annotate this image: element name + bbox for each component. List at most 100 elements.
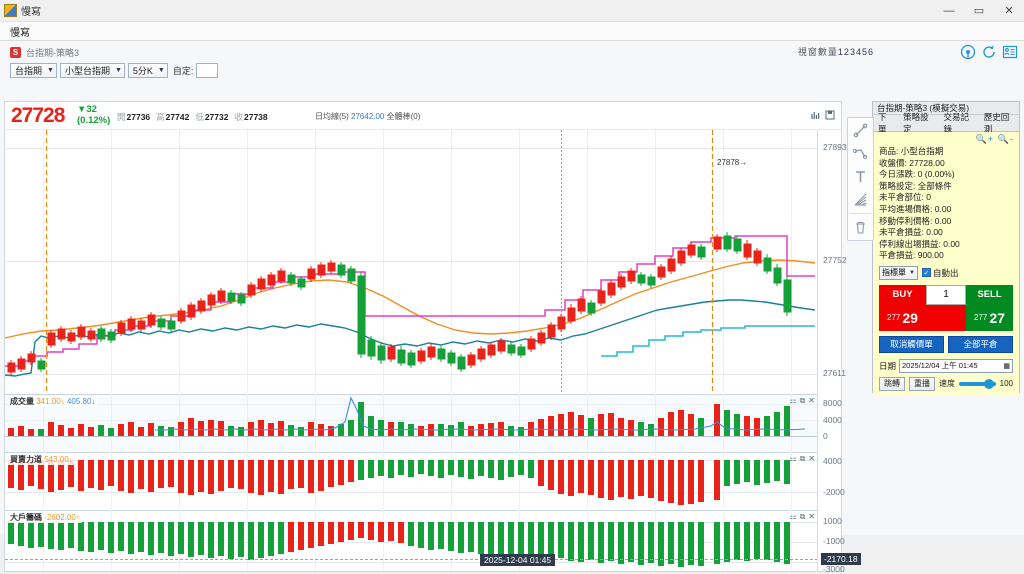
buy-column: BUY 277 29 bbox=[879, 285, 926, 331]
application-area: S 台指期-策略3 台指期 ▼ 小型台指期 ▼ 5分K ▼ 自定: 視窗數量12… bbox=[0, 41, 1024, 535]
broadcast-icon[interactable] bbox=[960, 44, 976, 60]
close-value: 27738 bbox=[244, 112, 268, 122]
text-icon[interactable] bbox=[850, 167, 871, 186]
settings-icon[interactable]: ⚏ bbox=[789, 512, 796, 522]
volume-value-2: 405.80↓ bbox=[67, 397, 95, 406]
bid-price[interactable]: 277 29 bbox=[879, 305, 926, 331]
low-value: 27732 bbox=[205, 112, 229, 122]
custom-input[interactable] bbox=[196, 63, 218, 78]
close-icon[interactable]: ✕ bbox=[808, 396, 815, 406]
open-label: 開 bbox=[117, 112, 126, 122]
high-value: 27742 bbox=[166, 112, 190, 122]
drawing-toolbar bbox=[847, 117, 874, 241]
sell-button[interactable]: SELL bbox=[966, 285, 1013, 305]
chevron-down-icon: ▼ bbox=[115, 67, 122, 74]
chips-panel bbox=[5, 510, 817, 571]
trendline-icon[interactable] bbox=[850, 121, 871, 140]
os-subtitle: 慢寫 bbox=[10, 24, 30, 39]
product-select[interactable]: 小型台指期 ▼ bbox=[60, 63, 125, 78]
price-marker-annotation: 27878→ bbox=[717, 158, 747, 167]
sell-column: SELL 277 27 bbox=[966, 285, 1013, 331]
order-type-value: 指標單 bbox=[882, 267, 906, 278]
maximize-button[interactable]: ▭ bbox=[964, 0, 994, 22]
last-price: 27728 bbox=[11, 104, 64, 128]
custom-label: 自定: bbox=[173, 64, 194, 77]
window-count-option-6[interactable]: 6 bbox=[868, 47, 874, 57]
product-group-value: 台指期 bbox=[15, 64, 42, 77]
replay-button[interactable]: 重播 bbox=[909, 377, 935, 391]
info-avg-entry-price: 平均進場價格: 0.00 bbox=[879, 204, 1013, 216]
minimize-button[interactable]: — bbox=[934, 0, 964, 22]
bid-price-main: 29 bbox=[902, 310, 918, 326]
high-label: 高 bbox=[156, 112, 165, 122]
order-type-select[interactable]: 指標單 ▼ bbox=[879, 266, 918, 280]
checkbox-icon: ✓ bbox=[922, 268, 931, 277]
settings-icon[interactable]: ⚏ bbox=[789, 454, 796, 464]
settings-icon[interactable]: ⚏ bbox=[789, 396, 796, 406]
quantity-input[interactable]: 1 bbox=[926, 285, 966, 305]
zoom-in-icon[interactable]: 🔍+ bbox=[976, 134, 994, 144]
ma-indicator-legend: 日均線(5) 27642.00 全體棒(0) bbox=[315, 111, 420, 122]
window-count-label: 視窗數量 bbox=[798, 47, 838, 57]
close-icon[interactable]: ✕ bbox=[808, 512, 815, 522]
copy-icon[interactable]: ⧉ bbox=[800, 396, 806, 406]
power-panel-icons: ⚏ ⧉ ✕ bbox=[789, 454, 815, 464]
price-axis-tick-mid: 27752 bbox=[823, 255, 847, 265]
chips-tick-1000: 1000 bbox=[823, 516, 842, 526]
buy-button[interactable]: BUY bbox=[879, 285, 926, 305]
product-group-select[interactable]: 台指期 ▼ bbox=[10, 63, 57, 78]
fan-icon[interactable] bbox=[850, 190, 871, 209]
close-icon[interactable]: ✕ bbox=[808, 454, 815, 464]
info-closed-pnl: 平倉損益: 900.00 bbox=[879, 250, 1013, 262]
bid-price-prefix: 277 bbox=[887, 313, 900, 322]
info-open-position: 未平倉部位: 0 bbox=[879, 192, 1013, 204]
speed-label: 速度 bbox=[939, 378, 955, 389]
cancel-trigger-orders-button[interactable]: 取消觸價單 bbox=[879, 336, 944, 353]
os-subbar: 慢寫 bbox=[0, 22, 1024, 41]
top-icon-group bbox=[960, 44, 1018, 60]
trash-icon[interactable] bbox=[850, 218, 871, 237]
slider-knob[interactable] bbox=[984, 379, 994, 389]
close-button[interactable]: ✕ bbox=[994, 0, 1024, 22]
save-icon[interactable] bbox=[825, 110, 835, 120]
power-tick-4000: 4000 bbox=[823, 456, 842, 466]
date-label: 日期 bbox=[879, 360, 896, 372]
order-type-row: 指標單 ▼ ✓ 自動出 bbox=[879, 266, 1013, 280]
copy-icon[interactable]: ⧉ bbox=[800, 454, 806, 464]
polyline-icon[interactable] bbox=[850, 144, 871, 163]
ma-label: 日均線(5) bbox=[315, 112, 349, 121]
product-value: 小型台指期 bbox=[65, 64, 110, 77]
ask-price[interactable]: 277 27 bbox=[966, 305, 1013, 331]
speed-slider[interactable] bbox=[959, 378, 996, 390]
copy-icon[interactable]: ⧉ bbox=[800, 512, 806, 522]
refresh-icon[interactable] bbox=[981, 44, 997, 60]
chart-canvas[interactable] bbox=[5, 130, 841, 571]
jump-button[interactable]: 跳轉 bbox=[879, 377, 905, 391]
auto-exit-checkbox[interactable]: ✓ 自動出 bbox=[922, 267, 959, 279]
price-change-percent: (0.12%) bbox=[77, 115, 110, 126]
interval-select[interactable]: 5分K ▼ bbox=[128, 63, 168, 78]
buy-sell-grid: BUY 277 29 1 SELL 277 27 bbox=[879, 285, 1013, 331]
date-input[interactable]: 2025/12/04 上午 01:45 ▦ bbox=[899, 359, 1013, 373]
zoom-out-icon[interactable]: 🔍- bbox=[998, 134, 1014, 144]
plot-area[interactable]: 27893 27752 27611 27878→ 成交量 341.00↓ 405… bbox=[5, 130, 841, 571]
close-all-positions-button[interactable]: 全部平倉 bbox=[948, 336, 1013, 353]
chips-value-1: -2602.00↑ bbox=[44, 513, 80, 522]
os-window: 慢寫 — ▭ ✕ 慢寫 S 台指期-策略3 台指期 ▼ 小型台指期 ▼ 5分K bbox=[0, 0, 1024, 535]
os-window-title: 慢寫 bbox=[21, 3, 41, 18]
interval-value: 5分K bbox=[133, 64, 153, 77]
list-icon[interactable] bbox=[1002, 44, 1018, 60]
brand-logo-icon: S bbox=[10, 47, 21, 58]
volume-panel-icons: ⚏ ⧉ ✕ bbox=[789, 396, 815, 406]
chart-header-icons bbox=[811, 110, 835, 120]
low-label: 低 bbox=[195, 112, 204, 122]
info-close-price: 收盤價: 27728.00 bbox=[879, 158, 1013, 170]
chart-type-icon[interactable] bbox=[811, 110, 821, 120]
qty-filler bbox=[926, 305, 966, 331]
volume-panel bbox=[5, 394, 817, 452]
chips-label: 大戶籌碼 bbox=[10, 513, 42, 522]
buy-sell-power-panel bbox=[5, 452, 817, 510]
calendar-icon[interactable]: ▦ bbox=[1003, 362, 1010, 370]
